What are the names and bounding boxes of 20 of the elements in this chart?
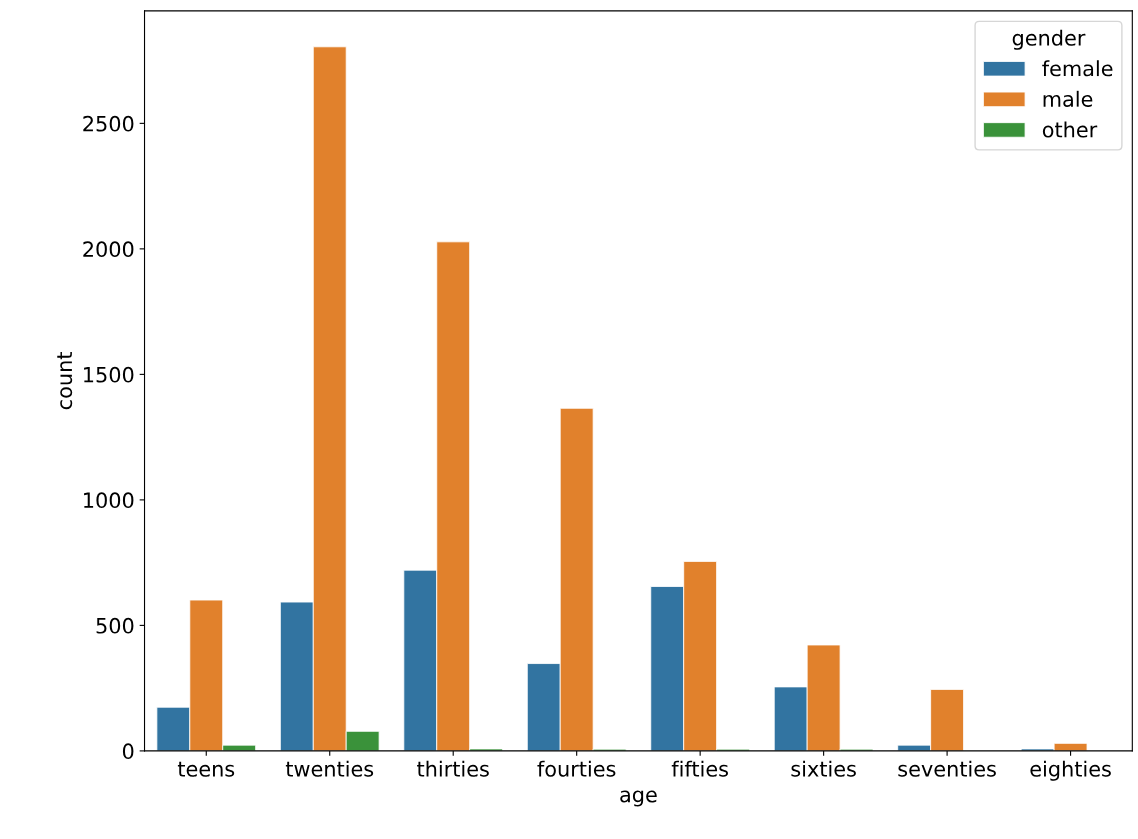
legend-label: male xyxy=(1043,90,1093,107)
y-tick-label: 1500 xyxy=(84,366,134,383)
x-tick-label: fifties xyxy=(671,760,728,777)
y-tick-label: 500 xyxy=(96,617,134,634)
x-tick-label: sixties xyxy=(791,760,856,777)
x-tick-label: eighties xyxy=(1030,760,1111,781)
legend-label: female xyxy=(1042,60,1113,77)
y-tick-label: 2500 xyxy=(83,115,134,132)
legend-title: gender xyxy=(1012,29,1086,50)
legend-label: other xyxy=(1042,121,1098,138)
x-tick-label: twenties xyxy=(285,760,374,777)
y-tick-label: 2000 xyxy=(83,241,134,258)
y-axis-title: count xyxy=(57,352,73,410)
x-tick-label: thirties xyxy=(417,760,489,777)
x-tick-label: seventies xyxy=(898,760,996,777)
y-tick-label: 1000 xyxy=(84,492,134,509)
x-tick-label: fourties xyxy=(537,760,616,777)
y-tick-label: 0 xyxy=(122,743,134,760)
x-axis-title: age xyxy=(620,790,657,807)
x-tick-label: teens xyxy=(177,761,235,777)
